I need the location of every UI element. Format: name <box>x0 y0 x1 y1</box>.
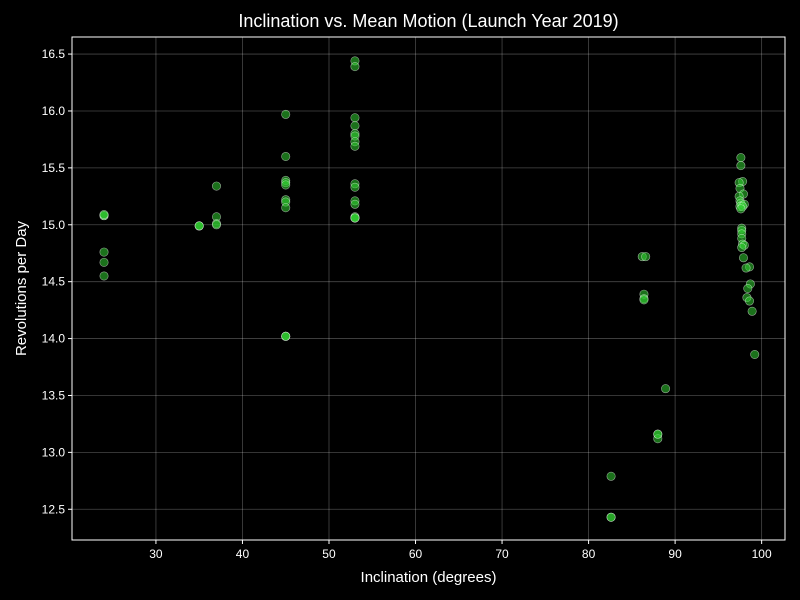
x-tick-label: 50 <box>322 547 336 561</box>
x-tick-label: 100 <box>752 547 772 561</box>
y-tick-label: 13.0 <box>42 445 66 459</box>
data-point <box>736 204 746 214</box>
data-point <box>350 199 360 209</box>
data-point <box>743 283 753 293</box>
y-tick-label: 14.5 <box>42 275 66 289</box>
data-point <box>99 210 109 220</box>
data-point <box>281 180 291 190</box>
data-point <box>747 306 757 316</box>
data-points <box>99 56 760 522</box>
data-point <box>350 62 360 72</box>
data-point <box>641 252 651 262</box>
data-point <box>194 221 204 231</box>
data-point <box>736 161 746 171</box>
data-point <box>750 350 760 360</box>
data-point <box>653 429 663 439</box>
y-tick-label: 15.0 <box>42 218 66 232</box>
y-tick-label: 14.0 <box>42 332 66 346</box>
data-point <box>736 153 746 163</box>
axis-ticks: 30 40 50 60 70 80 90 100 12.5 13.0 13.5 14.0 14.5 15.… <box>42 47 772 561</box>
data-point <box>606 512 616 522</box>
data-point <box>350 213 360 223</box>
x-tick-label: 60 <box>409 547 423 561</box>
y-tick-label: 15.5 <box>42 161 66 175</box>
data-point <box>99 247 109 257</box>
y-tick-label: 12.5 <box>42 502 66 516</box>
data-point <box>281 151 291 161</box>
data-point <box>350 141 360 151</box>
data-point <box>350 182 360 192</box>
data-point <box>350 121 360 131</box>
y-tick-label: 16.5 <box>42 47 66 61</box>
data-point <box>661 384 671 394</box>
data-point <box>281 203 291 213</box>
data-point <box>737 243 747 253</box>
x-axis-label: Inclination (degrees) <box>361 569 497 586</box>
y-tick-label: 16.0 <box>42 104 66 118</box>
data-point <box>212 181 222 191</box>
plot-frame <box>71 36 786 541</box>
y-tick-label: 13.5 <box>42 388 66 402</box>
data-point <box>639 295 649 305</box>
data-point <box>212 220 222 230</box>
data-point <box>350 113 360 123</box>
x-tick-label: 30 <box>149 547 163 561</box>
data-point <box>281 109 291 119</box>
grid-lines <box>72 37 785 540</box>
data-point <box>745 296 755 306</box>
y-axis-label: Revolutions per Day <box>13 220 30 356</box>
data-point <box>99 271 109 281</box>
data-point <box>738 253 748 263</box>
chart-title: Inclination vs. Mean Motion (Launch Year… <box>238 11 618 31</box>
x-tick-label: 40 <box>236 547 250 561</box>
data-point <box>99 257 109 267</box>
x-tick-label: 80 <box>582 547 596 561</box>
x-tick-label: 90 <box>668 547 682 561</box>
data-point <box>606 471 616 481</box>
data-point <box>741 263 751 273</box>
data-point <box>281 331 291 341</box>
x-tick-label: 70 <box>495 547 509 561</box>
